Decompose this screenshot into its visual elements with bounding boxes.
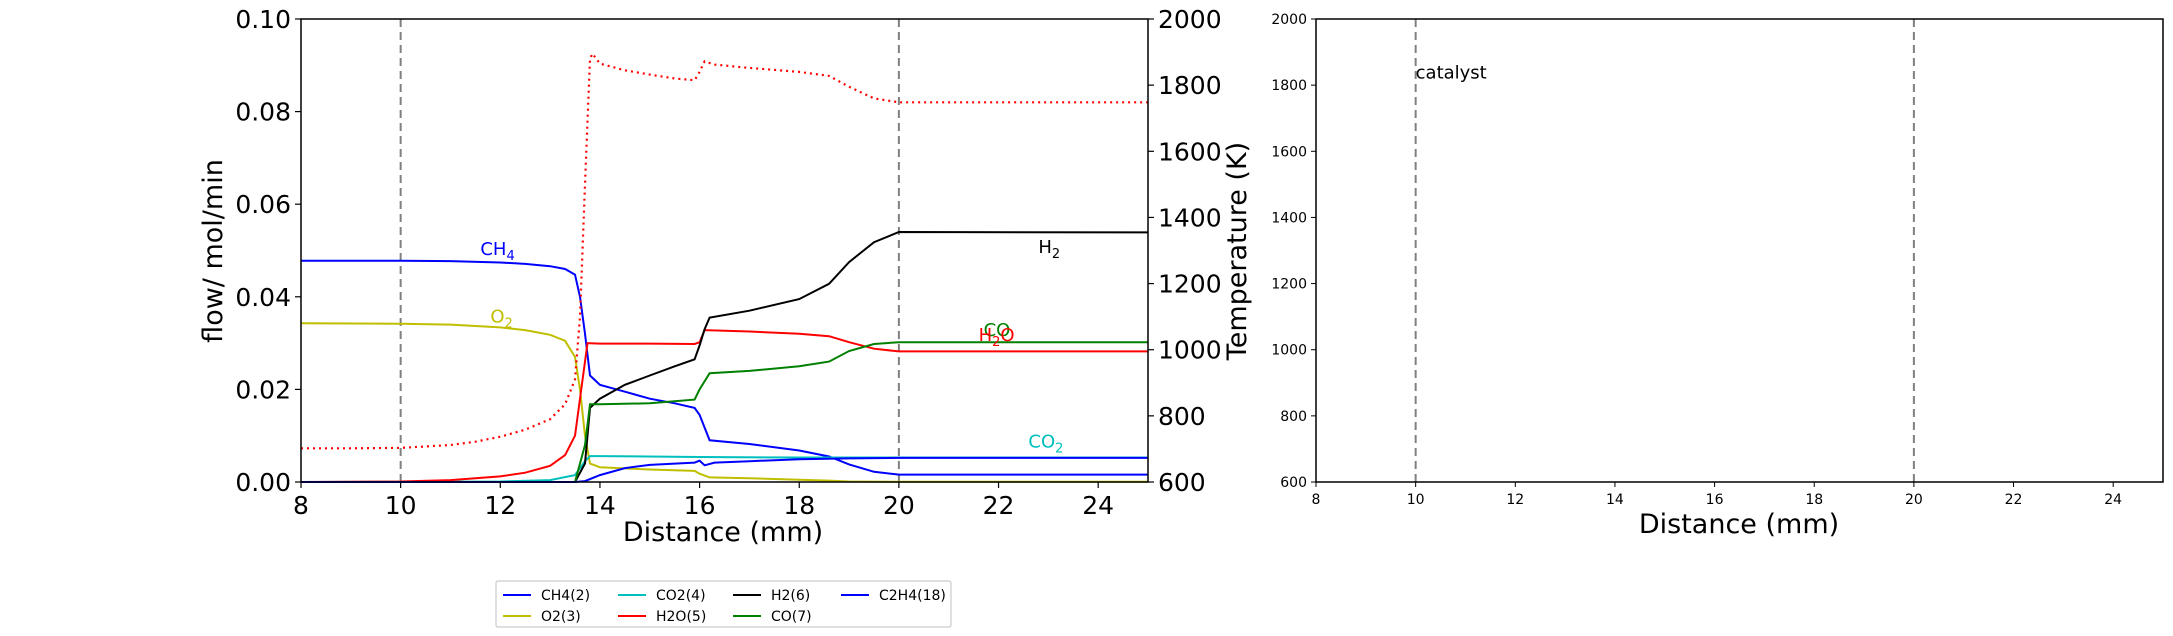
y-tick-label: 0.06 [235, 190, 291, 219]
series-temperature-line [301, 51, 1148, 450]
x-tick-label: 24 [2104, 492, 2122, 508]
x-tick-label: 14 [584, 491, 616, 520]
y-tick-label: 0.08 [235, 98, 291, 127]
series-o2-3-line [300, 322, 1148, 483]
y-tick-label: 0.02 [235, 375, 291, 404]
chart-2: 8 10 12 14 16 18 20 22 24 600 800 1000 1200 1400 1600… [1271, 12, 2164, 540]
x-tick-label: 10 [1407, 492, 1425, 508]
chart-2-frame [1315, 18, 2164, 483]
y2-tick-label: 1800 [1158, 71, 1222, 100]
y-tick-label: 1400 [1271, 210, 1307, 226]
y-tick-label: 1800 [1271, 78, 1307, 94]
series-h2-6-line [301, 230, 1149, 483]
x-tick-label: 22 [983, 491, 1015, 520]
chart-1-y2-axis-label: Temperature (K) [1222, 142, 1253, 361]
annotation-h2o: H2O [979, 325, 1015, 350]
series-co2-4-line [300, 455, 1148, 483]
legend-label: CH4(2) [541, 588, 590, 604]
legend-label: CO(7) [771, 609, 812, 625]
annotation-co2: CO2 [1028, 431, 1063, 456]
x-tick-label: 24 [1082, 491, 1114, 520]
y2-tick-label: 1400 [1158, 203, 1222, 232]
chart-1-y2-ticks: 600 800 1000 1200 1400 1600 1800 2000 [1148, 5, 1222, 497]
annotation-o2: O2 [490, 306, 512, 331]
x-tick-label: 20 [883, 491, 915, 520]
chart-1: 8 10 12 14 16 18 20 22 24 0.000.020.040.060.080.… [198, 5, 1253, 628]
y-tick-label: 1200 [1271, 277, 1307, 293]
y2-tick-label: 1600 [1158, 137, 1222, 166]
chart-1-x-ticks: 8 10 12 14 16 18 20 22 24 [293, 482, 1114, 520]
annotation-catalyst: catalyst [1416, 63, 1487, 84]
y-tick-label: 0.04 [235, 283, 291, 312]
x-tick-label: 18 [783, 491, 815, 520]
y-tick-label: 1600 [1271, 144, 1307, 160]
series-co-7-line [301, 341, 1148, 483]
x-tick-label: 14 [1606, 492, 1624, 508]
annotation-h2: H2 [1038, 237, 1060, 262]
legend-label: H2(6) [771, 588, 810, 604]
x-tick-label: 8 [293, 491, 309, 520]
y2-tick-label: 1200 [1158, 270, 1222, 299]
chart-1-plot-area [300, 18, 1149, 483]
y-tick-label: 1000 [1271, 343, 1307, 359]
y2-tick-label: 800 [1158, 402, 1206, 431]
annotation-co: CO [984, 320, 1011, 341]
legend-label: O2(3) [541, 609, 581, 625]
y-tick-label: 0.00 [235, 468, 291, 497]
chart-2-plot-area [1315, 18, 2164, 483]
y-tick-label: 0.10 [235, 5, 291, 34]
y2-tick-label: 1000 [1158, 336, 1222, 365]
x-tick-label: 16 [684, 491, 716, 520]
chart-1-frame [300, 18, 1149, 483]
chart-1-x-axis-label: Distance (mm) [623, 517, 823, 548]
series-c2h4-18-line [301, 456, 1148, 483]
y-tick-label: 600 [1280, 475, 1307, 491]
chart-2-annotations: catalyst [1416, 63, 1487, 84]
chart-2-y-ticks: 600 800 1000 1200 1400 1600 1800 2000 [1271, 12, 1316, 491]
x-tick-label: 22 [2005, 492, 2023, 508]
legend-label: C2H4(18) [879, 588, 946, 604]
chart-1-legend: CH4(2) O2(3) CO2(4) H2O(5) H2(6) CO(7) C2H4(18… [495, 580, 952, 628]
x-tick-label: 10 [385, 491, 417, 520]
y2-tick-label: 2000 [1158, 5, 1222, 34]
y-tick-label: 800 [1280, 409, 1307, 425]
y2-tick-label: 600 [1158, 468, 1206, 497]
x-tick-label: 20 [1905, 492, 1923, 508]
x-tick-label: 18 [1805, 492, 1823, 508]
legend-label: CO2(4) [656, 588, 706, 604]
annotation-ch4: CH4 [480, 239, 514, 264]
legend-frame [495, 580, 952, 628]
chart-1-y-ticks: 0.00 0.02 0.04 0.06 0.08 0.10 [235, 5, 301, 497]
x-tick-label: 12 [1506, 492, 1524, 508]
chart-2-x-ticks: 8 10 12 14 16 18 20 22 24 [1312, 482, 2122, 508]
y-tick-label: 2000 [1271, 12, 1307, 28]
chart-2-x-axis-label: Distance (mm) [1639, 509, 1839, 540]
x-tick-label: 8 [1312, 492, 1321, 508]
x-tick-label: 12 [484, 491, 516, 520]
chart-1-y-axis-label: flow/ mol/min [198, 159, 229, 343]
legend-label: H2O(5) [656, 609, 706, 625]
x-tick-label: 16 [1706, 492, 1724, 508]
series-h2o-5-line [300, 329, 1148, 483]
series-ch4-2-line [301, 259, 1148, 476]
